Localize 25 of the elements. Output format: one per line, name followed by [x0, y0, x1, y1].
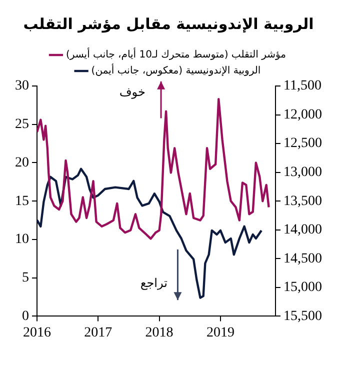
y2-tick-label: 14,500 — [284, 251, 322, 266]
x-tick-label: 2017 — [84, 325, 112, 340]
y2-tick-label: 12,500 — [284, 136, 322, 152]
y2-tick-label: 15,000 — [284, 280, 322, 296]
x-tick-label: 2018 — [145, 325, 174, 340]
y-tick-label: 5 — [22, 270, 29, 286]
y2-tick-label: 14,000 — [284, 222, 322, 238]
legend-label: الروبية الإندونيسية (معكوس، جانب أيمن) — [91, 64, 261, 77]
y2-tick-label: 13,500 — [284, 194, 322, 209]
annotation: تراجع — [140, 276, 168, 290]
y2-tick-label: 15,500 — [284, 308, 322, 324]
y2-tick-label: 12,000 — [284, 107, 322, 122]
legend-label: مؤشر التقلب (متوسط متحرك لـ10 أيام، جانب أيسر) — [66, 48, 286, 61]
y-tick-label: 20 — [15, 155, 29, 170]
x-tick-label: 2016 — [23, 325, 51, 340]
y-tick-label: 15 — [15, 194, 29, 209]
y-tick-label: 30 — [15, 78, 29, 94]
y-tick-label: 10 — [15, 232, 29, 248]
x-tick-label: 2019 — [206, 325, 234, 340]
y2-tick-label: 11,500 — [284, 78, 322, 94]
y-tick-label: 0 — [22, 308, 29, 324]
y2-tick-label: 13,000 — [284, 164, 322, 180]
chart-title: الروبية الإندونيسية مقابل مؤشر التقلب — [23, 14, 314, 33]
y-tick-label: 25 — [15, 117, 29, 132]
annotation: خوف — [119, 85, 146, 100]
